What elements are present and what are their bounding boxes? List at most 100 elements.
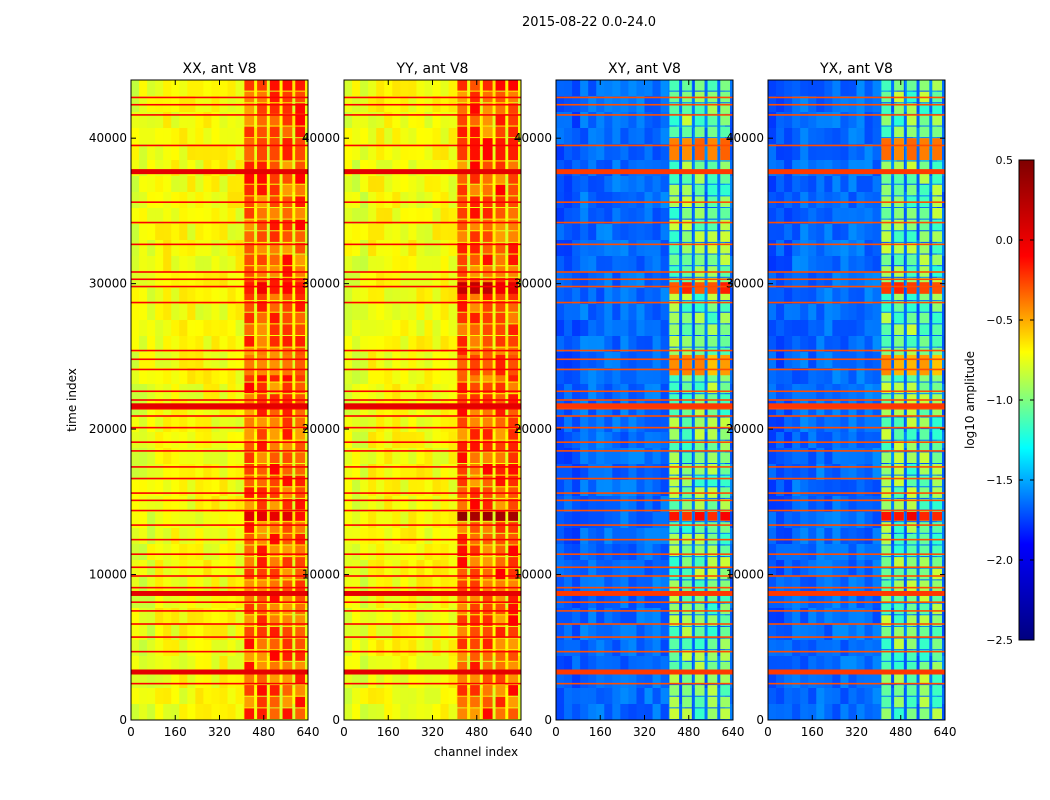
heatmap-cell (235, 640, 245, 657)
band-block (295, 650, 305, 661)
heatmap-cell (928, 304, 938, 321)
heatmap-cell (163, 464, 172, 481)
heatmap-cell (840, 272, 850, 289)
hot-block (508, 282, 518, 294)
heatmap-cell (416, 240, 426, 257)
heatmap-cell (251, 528, 261, 545)
band-block (919, 336, 930, 347)
heatmap-cell (448, 240, 458, 257)
heatmap-cell (480, 176, 490, 193)
heatmap-cell (416, 304, 426, 321)
band-block (932, 114, 942, 126)
heatmap-cell (392, 528, 401, 545)
heatmap-cell (352, 624, 361, 641)
heatmap-cell (344, 128, 353, 145)
heatmap-cell (131, 512, 140, 529)
heatmap-cell (808, 704, 817, 720)
heatmap-cell (652, 288, 662, 305)
x-tick-label: 320 (421, 725, 444, 739)
heatmap-cell (171, 256, 180, 273)
band-block (295, 464, 305, 475)
heatmap-cell (504, 432, 514, 449)
heatmap-cell (776, 656, 785, 673)
band-block (906, 592, 917, 603)
heatmap-cell (832, 624, 842, 641)
heatmap-cell (179, 208, 188, 225)
band-block (932, 580, 942, 591)
heatmap-cell (408, 640, 418, 657)
heatmap-cell (432, 416, 442, 433)
band-block (919, 650, 930, 661)
rfi-line (344, 682, 521, 685)
heatmap-cell (824, 128, 833, 145)
heatmap-cell (644, 240, 654, 257)
heatmap-cell (251, 512, 261, 529)
heatmap-cell (464, 448, 474, 465)
heatmap-cell (251, 448, 261, 465)
heatmap-cell (700, 336, 710, 353)
heatmap-cell (596, 320, 605, 337)
heatmap-cell (211, 272, 221, 289)
heatmap-cell (556, 304, 565, 321)
rfi-line (556, 144, 733, 147)
band-block (669, 440, 680, 452)
heatmap-cell (360, 368, 369, 385)
band-block (919, 557, 930, 568)
heatmap-cell (848, 128, 858, 145)
heatmap-cell (564, 576, 573, 593)
band-block (919, 114, 930, 126)
heatmap-cell (840, 432, 850, 449)
heatmap-cell (808, 592, 817, 609)
hot-block (707, 282, 718, 294)
heatmap-cell (227, 624, 237, 641)
band-block (906, 242, 917, 254)
heatmap-cell (392, 192, 401, 209)
hot-block (482, 138, 493, 160)
heatmap-cell (912, 288, 922, 305)
band-block (720, 405, 730, 417)
band-block (495, 429, 506, 440)
band-block (894, 685, 904, 696)
heatmap-cell (808, 352, 817, 369)
heatmap-cell (784, 336, 793, 353)
heatmap-cell (275, 272, 285, 289)
heatmap-cell (872, 448, 882, 465)
band-block (269, 347, 280, 359)
heatmap-cell (636, 592, 646, 609)
band-block (894, 289, 904, 301)
band-block (282, 498, 293, 510)
band-block (894, 568, 904, 580)
heatmap-cell (816, 576, 825, 593)
heatmap-cell (676, 576, 686, 593)
band-block (257, 475, 267, 487)
hot-block (470, 138, 480, 160)
heatmap-cell (267, 176, 277, 193)
band-block (244, 231, 255, 242)
rfi-line (768, 623, 945, 625)
heatmap-cell (344, 432, 353, 449)
band-block (282, 696, 293, 708)
band-block (669, 498, 680, 510)
rfi-line (131, 278, 308, 281)
heatmap-cell (628, 384, 638, 401)
heatmap-cell (275, 160, 285, 177)
heatmap-cell (219, 528, 229, 545)
band-block (906, 638, 917, 650)
heatmap-cell (564, 144, 573, 161)
heatmap-cell (360, 640, 369, 657)
heatmap-cell (864, 208, 874, 225)
heatmap-cell (416, 672, 426, 689)
heatmap-cell (684, 176, 694, 193)
heatmap-cell (620, 288, 630, 305)
heatmap-cell (864, 480, 874, 497)
heatmap-cell (368, 416, 377, 433)
heatmap-cell (251, 368, 261, 385)
band-block (495, 650, 506, 661)
heatmap-cell (448, 304, 458, 321)
band-block (932, 650, 942, 661)
heatmap-cell (604, 192, 613, 209)
heatmap-cell (440, 624, 450, 641)
heatmap-cell (408, 624, 418, 641)
heatmap-cell (644, 576, 654, 593)
hot-block (457, 512, 468, 521)
